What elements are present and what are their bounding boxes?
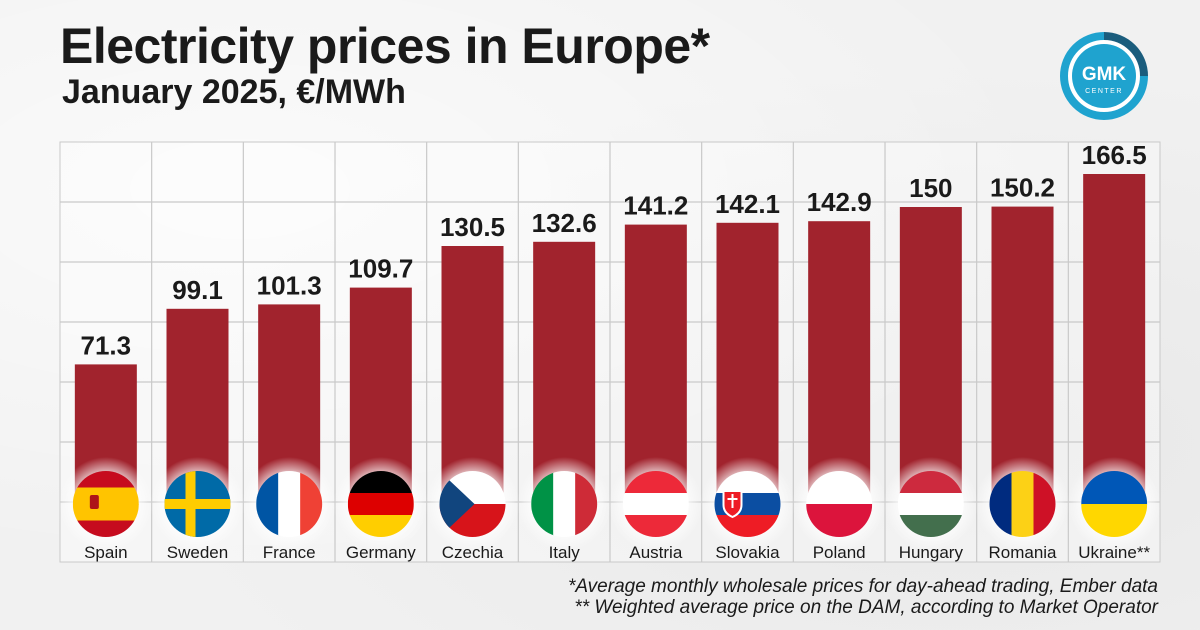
value-label: 150 — [909, 173, 952, 203]
grid — [59, 141, 1161, 563]
category-label: Slovakia — [715, 543, 780, 562]
spain-flag-icon — [72, 471, 139, 537]
flags — [58, 457, 1162, 551]
category-label: Austria — [629, 543, 682, 562]
value-label: 142.9 — [807, 187, 872, 217]
ukraine-flag-icon — [1081, 471, 1148, 537]
bar-romania — [991, 206, 1054, 507]
category-label: Germany — [346, 543, 416, 562]
chart-title: Electricity prices in Europe* — [60, 18, 710, 74]
category-label: Sweden — [167, 543, 228, 562]
category-label: Hungary — [899, 543, 964, 562]
labels: 71.3 Spain 99.1 Sweden 101.3 France 109.7 Germa… — [81, 140, 1151, 562]
value-label: 99.1 — [172, 275, 223, 305]
value-label: 166.5 — [1082, 140, 1147, 170]
gmk-center-logo: GMK CENTER — [1060, 32, 1148, 120]
category-label: France — [263, 543, 316, 562]
chart-subtitle: January 2025, €/MWh — [62, 73, 406, 111]
footnote-source: *Average monthly wholesale prices for da… — [567, 576, 1158, 597]
hungary-flag-icon — [897, 471, 964, 537]
poland-flag-icon — [806, 471, 873, 537]
austria-flag-icon — [622, 471, 689, 537]
czechia-flag-icon — [439, 471, 506, 537]
footnote-ukraine: ** Weighted average price on the DAM, ac… — [574, 597, 1158, 618]
logo-text-top: GMK — [1082, 64, 1127, 85]
value-label: 150.2 — [990, 173, 1055, 203]
value-label: 142.1 — [715, 189, 780, 219]
logo-ring-dark — [1103, 32, 1148, 77]
value-label: 141.2 — [623, 191, 688, 221]
category-label: Italy — [549, 543, 581, 562]
category-label: Poland — [813, 543, 866, 562]
category-label: Romania — [988, 543, 1057, 562]
slovakia-flag-icon — [714, 471, 781, 537]
germany-flag-icon — [347, 471, 414, 537]
value-label: 101.3 — [257, 270, 322, 300]
value-label: 109.7 — [348, 254, 413, 284]
logo-text-bottom: CENTER — [1085, 88, 1123, 95]
sweden-flag-icon — [164, 471, 231, 537]
bar-ukraine — [1083, 174, 1146, 507]
logo-disc — [1072, 44, 1136, 108]
logo-ring-teal — [1060, 32, 1148, 120]
category-label: Ukraine** — [1078, 543, 1150, 562]
romania-flag-icon — [989, 471, 1056, 537]
france-flag-icon — [256, 471, 323, 537]
category-label: Spain — [84, 543, 127, 562]
value-label: 71.3 — [81, 330, 132, 360]
value-label: 130.5 — [440, 212, 505, 242]
category-label: Czechia — [442, 543, 504, 562]
value-label: 132.6 — [532, 208, 597, 238]
italy-flag-icon — [531, 471, 598, 537]
